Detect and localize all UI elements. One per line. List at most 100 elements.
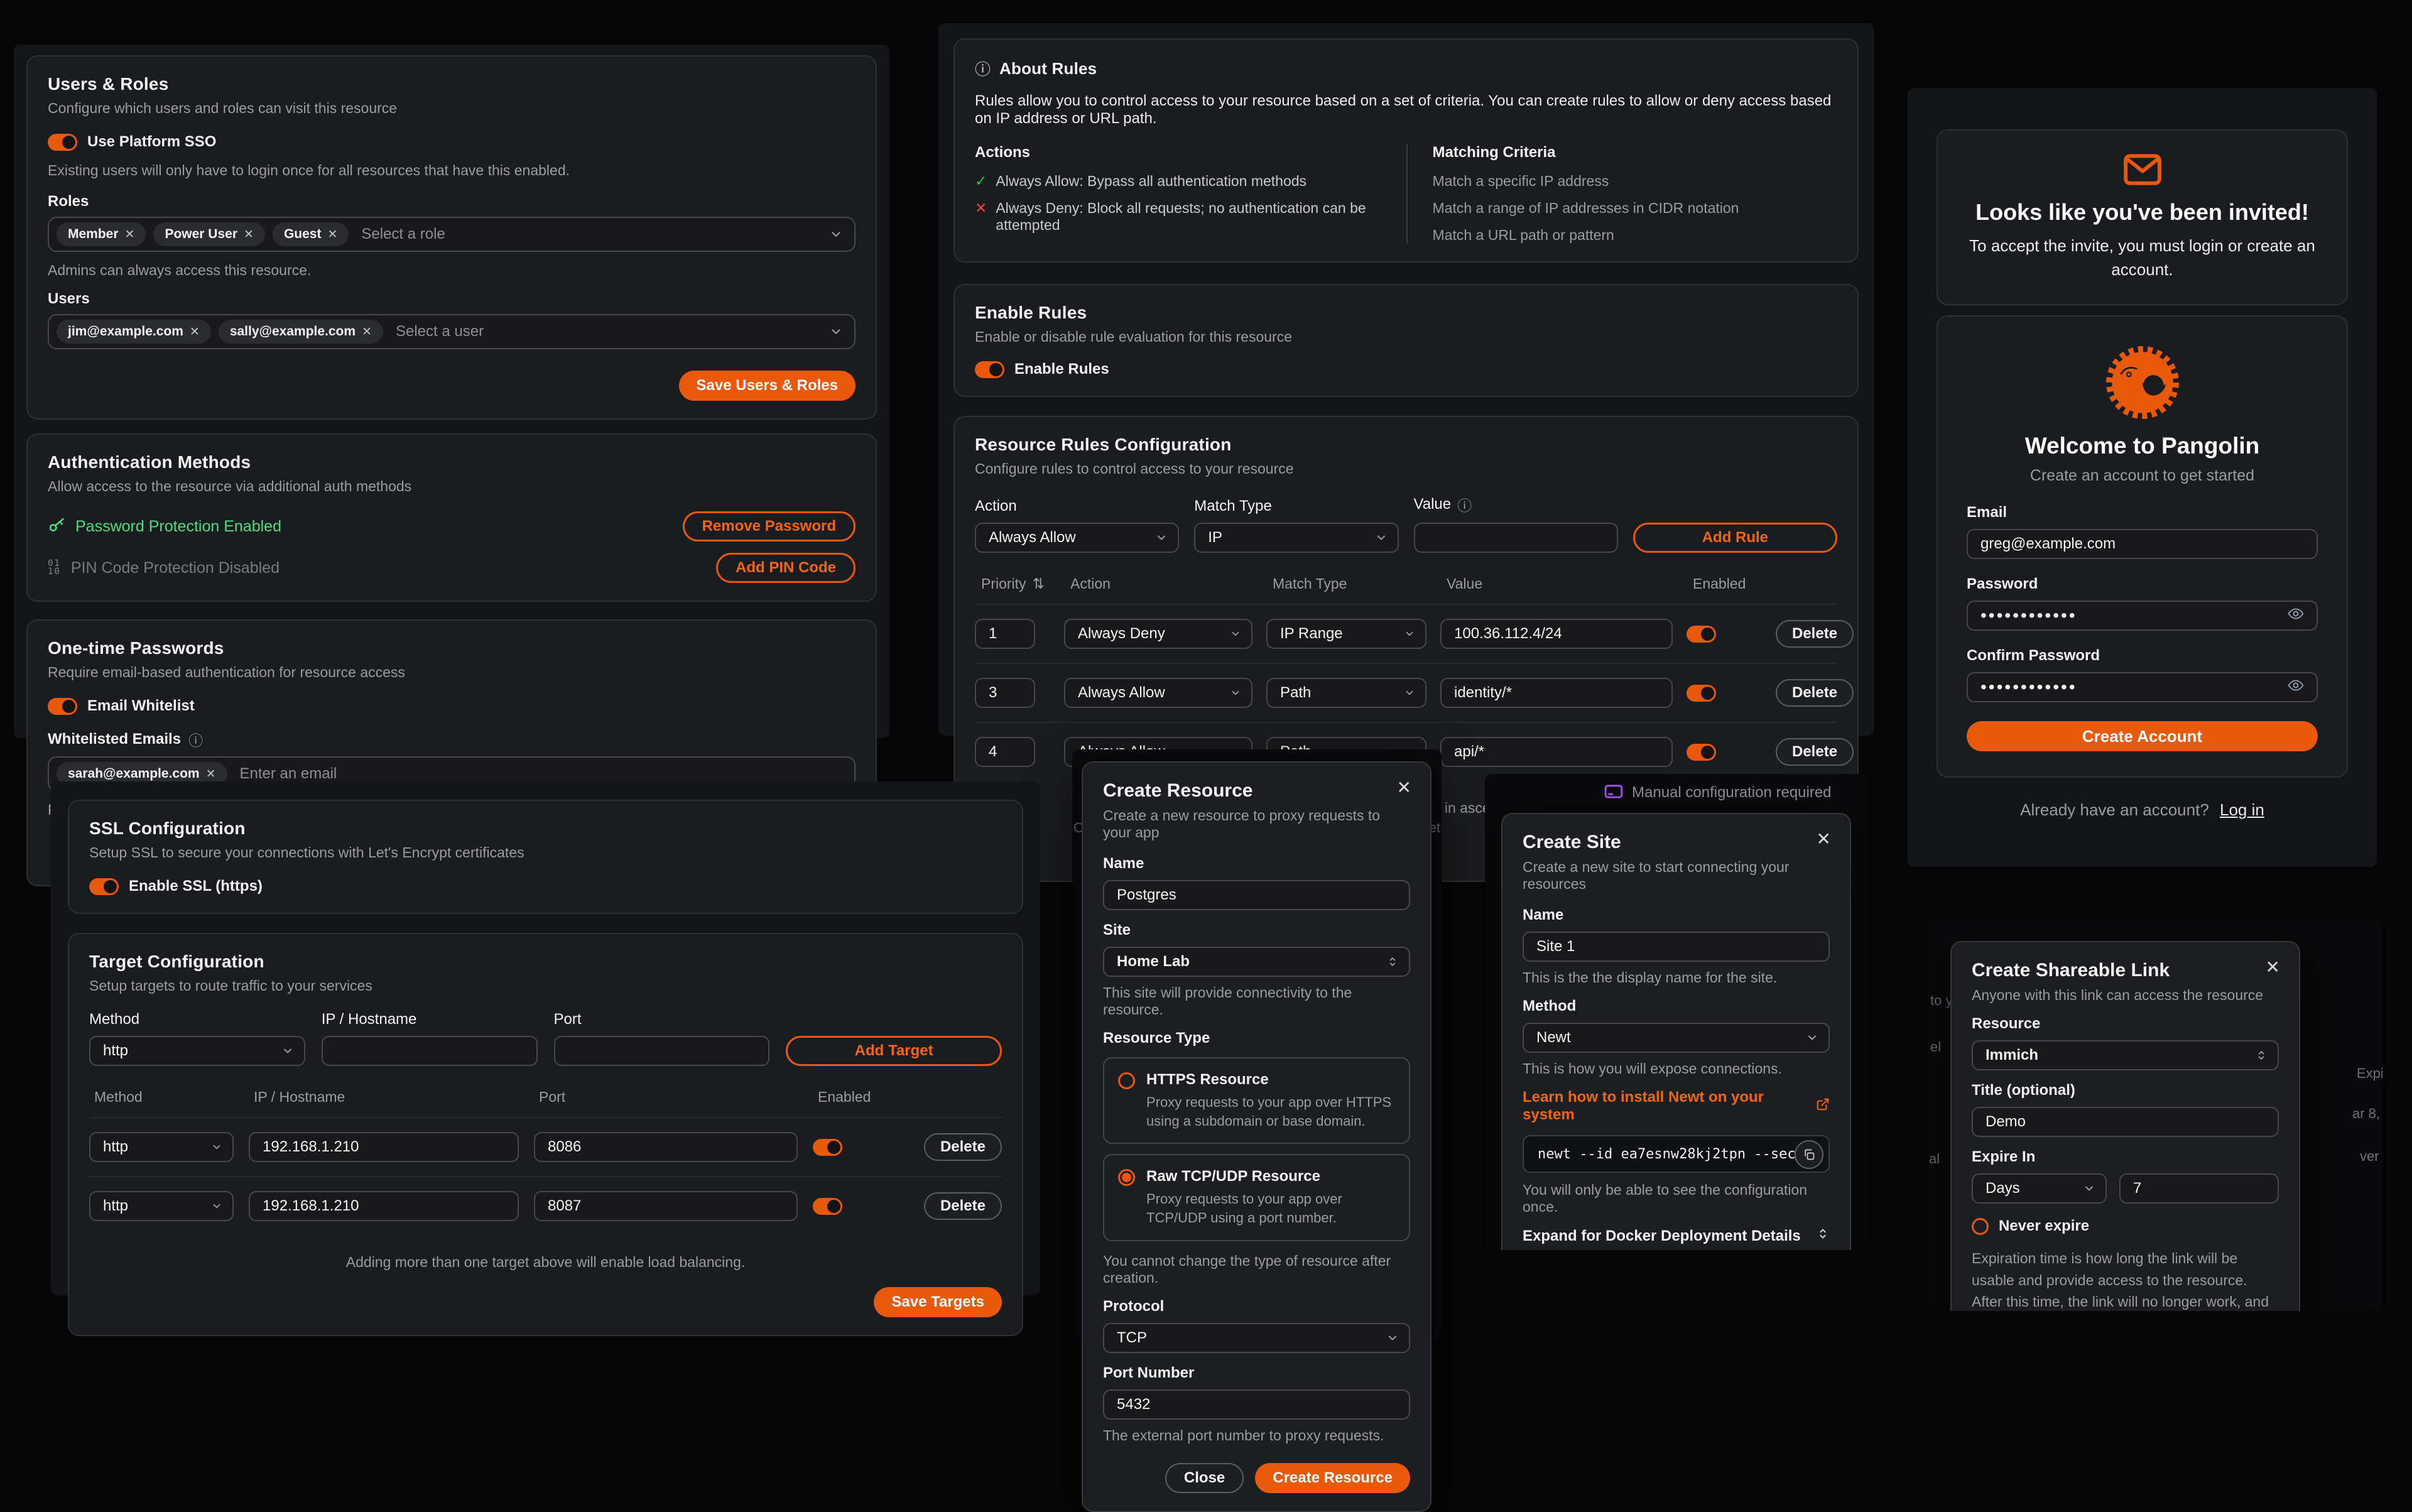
key-icon	[48, 516, 65, 537]
https-resource-option[interactable]: HTTPS Resource Proxy requests to your ap…	[1103, 1057, 1410, 1145]
radio-selected-icon[interactable]	[1118, 1169, 1135, 1187]
close-icon[interactable]: ✕	[1816, 829, 1831, 849]
never-expire-radio[interactable]	[1972, 1217, 1989, 1235]
delete-target-button[interactable]: Delete	[923, 1192, 1002, 1220]
pangolin-logo	[2102, 342, 2183, 427]
name-label: Name	[1523, 906, 1564, 923]
target-enabled-toggle[interactable]	[813, 1197, 842, 1215]
target-method-select[interactable]: http	[89, 1132, 234, 1162]
card-subtitle: Setup targets to route traffic to your s…	[89, 977, 372, 994]
remove-icon[interactable]: ✕	[205, 767, 216, 781]
eye-icon[interactable]	[2288, 606, 2304, 626]
role-chip[interactable]: Guest ✕	[272, 222, 349, 246]
save-users-roles-button[interactable]: Save Users & Roles	[678, 371, 856, 401]
delete-rule-button[interactable]: Delete	[1776, 738, 1854, 766]
radio-icon[interactable]	[1118, 1072, 1135, 1089]
role-chip[interactable]: Member ✕	[57, 222, 146, 246]
rule-enabled-toggle[interactable]	[1687, 743, 1716, 761]
delete-rule-button[interactable]: Delete	[1776, 679, 1854, 707]
target-port-input[interactable]: 8087	[534, 1191, 798, 1221]
enable-ssl-toggle[interactable]	[89, 878, 119, 895]
method-select[interactable]: http	[89, 1036, 305, 1066]
rule-match-select[interactable]: Path	[1266, 678, 1426, 708]
target-ip-input[interactable]: 192.168.1.210	[249, 1132, 519, 1162]
method-select[interactable]: Newt	[1523, 1023, 1830, 1053]
email-whitelist-toggle[interactable]	[48, 697, 77, 715]
delete-rule-button[interactable]: Delete	[1776, 620, 1854, 648]
close-icon[interactable]: ✕	[1396, 778, 1411, 797]
users-multiselect[interactable]: jim@example.com ✕ sally@example.com ✕ Sele…	[48, 314, 856, 349]
rule-action-select[interactable]: Always Allow	[1064, 678, 1252, 708]
target-port-input[interactable]: 8086	[534, 1132, 798, 1162]
save-targets-button[interactable]: Save Targets	[874, 1287, 1002, 1317]
port-number-input[interactable]: 5432	[1103, 1389, 1410, 1420]
priority-input[interactable]: 3	[975, 678, 1035, 708]
raw-tcp-udp-option[interactable]: Raw TCP/UDP Resource Proxy requests to y…	[1103, 1154, 1410, 1241]
remove-icon[interactable]: ✕	[327, 227, 338, 241]
remove-password-button[interactable]: Remove Password	[682, 511, 856, 541]
rule-match-select[interactable]: IP Range	[1266, 619, 1426, 649]
close-button[interactable]: Close	[1165, 1462, 1244, 1493]
panel-rules: ⓘ About Rules Rules allow you to control…	[938, 23, 1874, 882]
ip-hostname-input[interactable]	[321, 1036, 538, 1066]
protocol-select[interactable]: TCP	[1103, 1322, 1410, 1353]
newt-config-command[interactable]: newt --id ea7esnw28kj2tpn --secret by7jf…	[1523, 1135, 1830, 1173]
create-account-button[interactable]: Create Account	[1967, 721, 2318, 752]
target-ip-input[interactable]: 192.168.1.210	[249, 1191, 519, 1221]
port-input[interactable]	[553, 1036, 770, 1066]
resource-select[interactable]: Immich	[1972, 1040, 2279, 1070]
platform-sso-toggle[interactable]	[48, 133, 77, 151]
user-chip[interactable]: sally@example.com ✕	[218, 320, 383, 344]
copy-icon[interactable]	[1795, 1140, 1823, 1169]
rule-value-input[interactable]: 100.36.112.4/24	[1440, 619, 1673, 649]
target-enabled-toggle[interactable]	[813, 1138, 842, 1156]
eye-icon[interactable]	[2288, 677, 2304, 698]
priority-input[interactable]: 1	[975, 619, 1035, 649]
priority-input[interactable]: 4	[975, 737, 1035, 767]
value-input[interactable]	[1413, 523, 1618, 553]
add-pin-code-button[interactable]: Add PIN Code	[716, 553, 856, 583]
create-resource-button[interactable]: Create Resource	[1255, 1462, 1410, 1493]
method-label: Method	[89, 1011, 140, 1028]
expire-value-input[interactable]: 7	[2119, 1173, 2279, 1204]
remove-icon[interactable]: ✕	[244, 227, 254, 241]
add-rule-button[interactable]: Add Rule	[1632, 523, 1837, 553]
target-method-select[interactable]: http	[89, 1191, 234, 1221]
add-target-button[interactable]: Add Target	[786, 1036, 1002, 1066]
remove-icon[interactable]: ✕	[124, 227, 135, 241]
sort-icon[interactable]: ⇅	[1032, 575, 1045, 592]
site-select[interactable]: Home Lab	[1103, 947, 1410, 977]
learn-newt-link[interactable]: Learn how to install Newt on your system	[1523, 1089, 1830, 1124]
platform-sso-label: Use Platform SSO	[87, 133, 217, 150]
rule-enabled-toggle[interactable]	[1687, 684, 1716, 702]
card-invite: Looks like you've been invited! To accep…	[1937, 129, 2348, 306]
roles-multiselect[interactable]: Member ✕ Power User ✕ Guest ✕ Select a role	[48, 217, 856, 252]
login-link[interactable]: Log in	[2220, 800, 2264, 820]
match-type-select[interactable]: IP	[1194, 523, 1399, 553]
rule-action-select[interactable]: Always Deny	[1064, 619, 1252, 649]
action-select[interactable]: Always Allow	[975, 523, 1180, 553]
background-fragment: ar 8, 2	[2352, 1106, 2382, 1121]
docker-details-expander[interactable]: Expand for Docker Deployment Details	[1523, 1227, 1830, 1245]
method-help: This is how you will expose connections.	[1523, 1060, 1782, 1077]
col-priority[interactable]: Priority ⇅	[981, 575, 1045, 592]
remove-icon[interactable]: ✕	[189, 325, 200, 339]
email-field[interactable]: greg@example.com	[1967, 529, 2318, 560]
enable-rules-toggle[interactable]	[975, 361, 1004, 378]
site-name-input[interactable]: Site 1	[1523, 932, 1830, 962]
remove-icon[interactable]: ✕	[362, 325, 372, 339]
rule-enabled-toggle[interactable]	[1687, 625, 1716, 643]
chevron-down-icon	[211, 1200, 222, 1212]
rule-value-input[interactable]: identity/*	[1440, 678, 1673, 708]
link-title-input[interactable]: Demo	[1972, 1107, 2279, 1137]
close-icon[interactable]: ✕	[2265, 957, 2280, 977]
user-chip[interactable]: jim@example.com ✕	[57, 320, 211, 344]
confirm-password-field[interactable]: ••••••••••••	[1967, 672, 2318, 703]
resource-name-input[interactable]: Postgres	[1103, 880, 1410, 910]
rule-value-input[interactable]: api/*	[1440, 737, 1673, 767]
delete-target-button[interactable]: Delete	[923, 1133, 1002, 1161]
expire-unit-select[interactable]: Days	[1972, 1173, 2107, 1204]
password-field[interactable]: ••••••••••••	[1967, 601, 2318, 631]
chevrons-up-down-icon	[1816, 1227, 1830, 1245]
role-chip[interactable]: Power User ✕	[153, 222, 265, 246]
